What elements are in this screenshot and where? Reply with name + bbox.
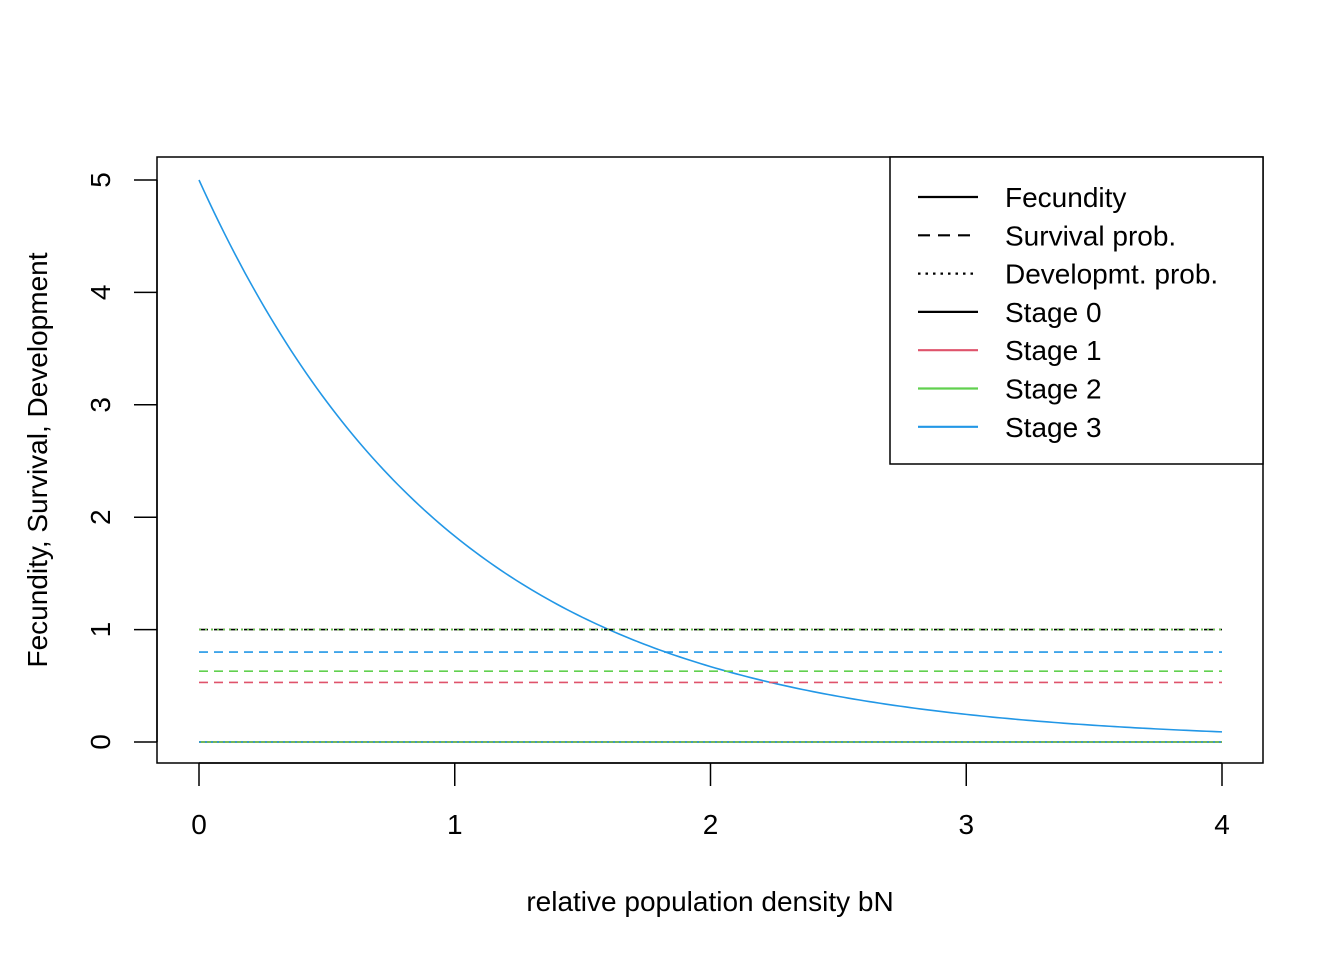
y-axis-title: Fecundity, Survival, Development: [22, 252, 53, 667]
x-tick-label: 4: [1214, 809, 1230, 840]
x-tick-label: 0: [191, 809, 207, 840]
y-tick-label: 0: [85, 734, 116, 750]
x-axis-title: relative population density bN: [526, 886, 893, 917]
series-layer: [198, 179, 1223, 743]
y-axis: 0 1 2 3 4 5: [85, 172, 158, 750]
y-tick-label: 3: [85, 397, 116, 413]
legend-label-developmt-prob: Developmt. prob.: [1005, 259, 1218, 290]
x-axis: 0 1 2 3 4: [191, 762, 1230, 840]
x-tick-label: 1: [447, 809, 463, 840]
y-tick-label: 1: [85, 622, 116, 638]
legend-label-fecundity: Fecundity: [1005, 182, 1126, 213]
legend: Fecundity Survival prob. Developmt. prob. S…: [889, 156, 1264, 465]
x-tick-label: 3: [958, 809, 974, 840]
legend-label-stage-2: Stage 2: [1005, 374, 1102, 405]
legend-box: [889, 156, 1264, 465]
series-line-fecundity-stage-3: [198, 179, 1223, 733]
legend-label-survival-prob: Survival prob.: [1005, 220, 1176, 251]
x-tick-label: 2: [703, 809, 719, 840]
y-tick-label: 4: [85, 285, 116, 301]
y-tick-label: 2: [85, 509, 116, 525]
legend-label-stage-1: Stage 1: [1005, 335, 1102, 366]
y-tick-label: 5: [85, 172, 116, 188]
legend-label-stage-0: Stage 0: [1005, 297, 1102, 328]
legend-label-stage-3: Stage 3: [1005, 412, 1102, 443]
